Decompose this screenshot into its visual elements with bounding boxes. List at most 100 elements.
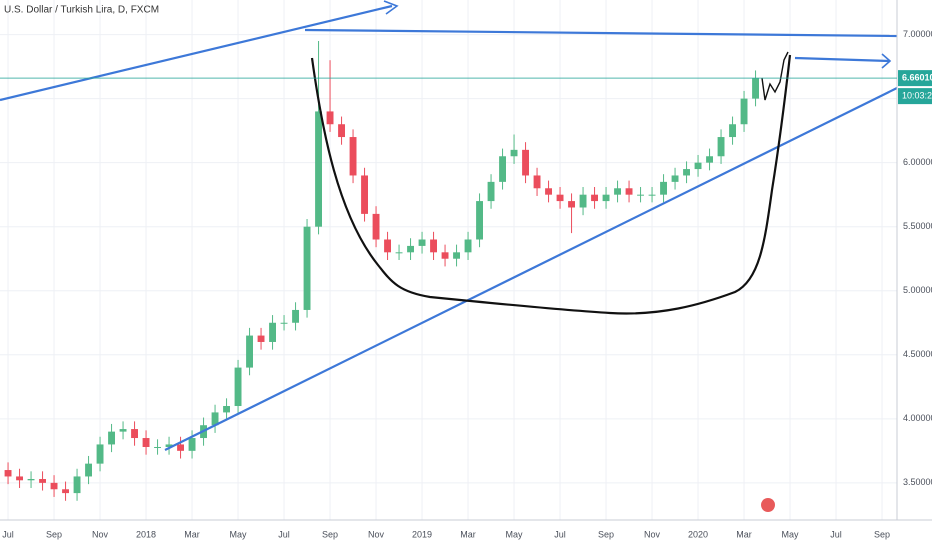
candle-body: [453, 252, 460, 259]
x-tick-label: May: [506, 529, 524, 539]
trend-line: [0, 4, 393, 102]
candle-body: [257, 335, 265, 342]
candle-body: [165, 444, 173, 447]
event-icon: [761, 498, 775, 512]
candle-body: [361, 175, 368, 214]
candle-body: [280, 322, 288, 324]
candle-body: [430, 239, 437, 253]
x-tick-label: Sep: [46, 529, 62, 539]
candle-body: [556, 194, 564, 202]
candle-body: [395, 252, 403, 254]
candle-body: [717, 137, 725, 157]
candle-body: [372, 213, 380, 240]
x-tick-label: Sep: [322, 529, 338, 539]
candle-body: [637, 194, 644, 196]
candle-body: [39, 479, 46, 483]
y-tick-label: 3.50000: [903, 477, 932, 487]
x-tick-label: May: [782, 529, 800, 539]
candle-body: [234, 367, 242, 407]
candle-body: [131, 429, 138, 439]
candle-body: [602, 194, 610, 202]
candle-body: [303, 226, 311, 310]
candle-body: [119, 429, 127, 432]
candle-body: [27, 479, 35, 481]
candle-body: [384, 239, 391, 253]
candle-body: [223, 406, 230, 413]
resistance-line: [304, 28, 898, 38]
candle-body: [108, 431, 115, 445]
x-tick-label: Jul: [278, 529, 290, 539]
y-tick-label: 7.00000: [903, 29, 932, 39]
candle-body: [154, 446, 161, 448]
candle-body: [188, 438, 196, 451]
target-arrow: [794, 56, 890, 63]
candle-body: [487, 181, 495, 202]
support-line: [164, 87, 898, 451]
candle-body: [579, 194, 587, 208]
axes: 3.50000 4.00000 4.50000 5.00000 5.50000 6.000…: [0, 29, 932, 539]
candle-body: [648, 194, 656, 196]
candle-body: [752, 78, 759, 99]
candle-body: [441, 252, 449, 259]
y-tick-label: 5.50000: [903, 221, 932, 231]
x-tick-label: Nov: [92, 529, 109, 539]
candle-body: [545, 188, 552, 195]
candle-body: [591, 194, 598, 202]
x-tick-label: 2020: [688, 529, 708, 539]
y-tick-label: 5.00000: [903, 285, 932, 295]
y-tick-label: 4.50000: [903, 349, 932, 359]
candle-body: [4, 470, 12, 477]
y-tick-label: 6.00000: [903, 157, 932, 167]
y-tick-label: 4.00000: [903, 413, 932, 423]
candle-body: [73, 476, 81, 494]
candle-body: [706, 156, 713, 163]
candle-body: [729, 124, 736, 138]
grid: [0, 0, 897, 520]
candle-body: [660, 181, 667, 195]
price-axis: [897, 0, 932, 520]
candle-body: [292, 309, 299, 323]
candle-body: [476, 201, 483, 240]
price-label: 6.66010: [902, 72, 932, 82]
candle-body: [671, 175, 679, 182]
countdown-badge: [898, 88, 932, 105]
x-tick-label: Mar: [184, 529, 200, 539]
x-tick-label: Mar: [460, 529, 476, 539]
candle-body: [315, 111, 322, 227]
candle-body: [211, 412, 219, 426]
drawings: [0, 0, 898, 451]
price-badge: [898, 70, 932, 87]
candle-body: [246, 335, 253, 368]
candle-body: [522, 149, 529, 176]
candle-body: [510, 149, 518, 157]
candle-body: [16, 476, 23, 481]
candle-body: [326, 111, 334, 125]
candle-body: [740, 98, 748, 125]
countdown-label: 10:03:25: [902, 90, 932, 100]
candle-body: [269, 322, 276, 342]
x-tick-label: Jul: [2, 529, 14, 539]
candle-body: [338, 124, 345, 138]
x-tick-label: Jul: [554, 529, 566, 539]
candle-body: [683, 169, 690, 176]
candle-body: [625, 188, 633, 195]
x-tick-label: Sep: [874, 529, 890, 539]
handle-drawing: [761, 51, 789, 101]
candle-body: [614, 188, 621, 195]
arrow-head: [383, 0, 399, 15]
candle-body: [349, 137, 357, 176]
chart-title: U.S. Dollar / Turkish Lira, D, FXCM: [4, 5, 159, 16]
x-tick-label: Nov: [644, 529, 661, 539]
candle-body: [96, 444, 104, 464]
candle-body: [85, 463, 92, 477]
x-tick-label: Mar: [736, 529, 752, 539]
arrow-head: [881, 53, 892, 69]
candle-body: [142, 438, 150, 447]
candle-body: [568, 201, 575, 208]
candle-body: [177, 444, 184, 451]
x-tick-label: May: [230, 529, 248, 539]
candles: [4, 40, 759, 501]
x-tick-label: 2018: [136, 529, 156, 539]
